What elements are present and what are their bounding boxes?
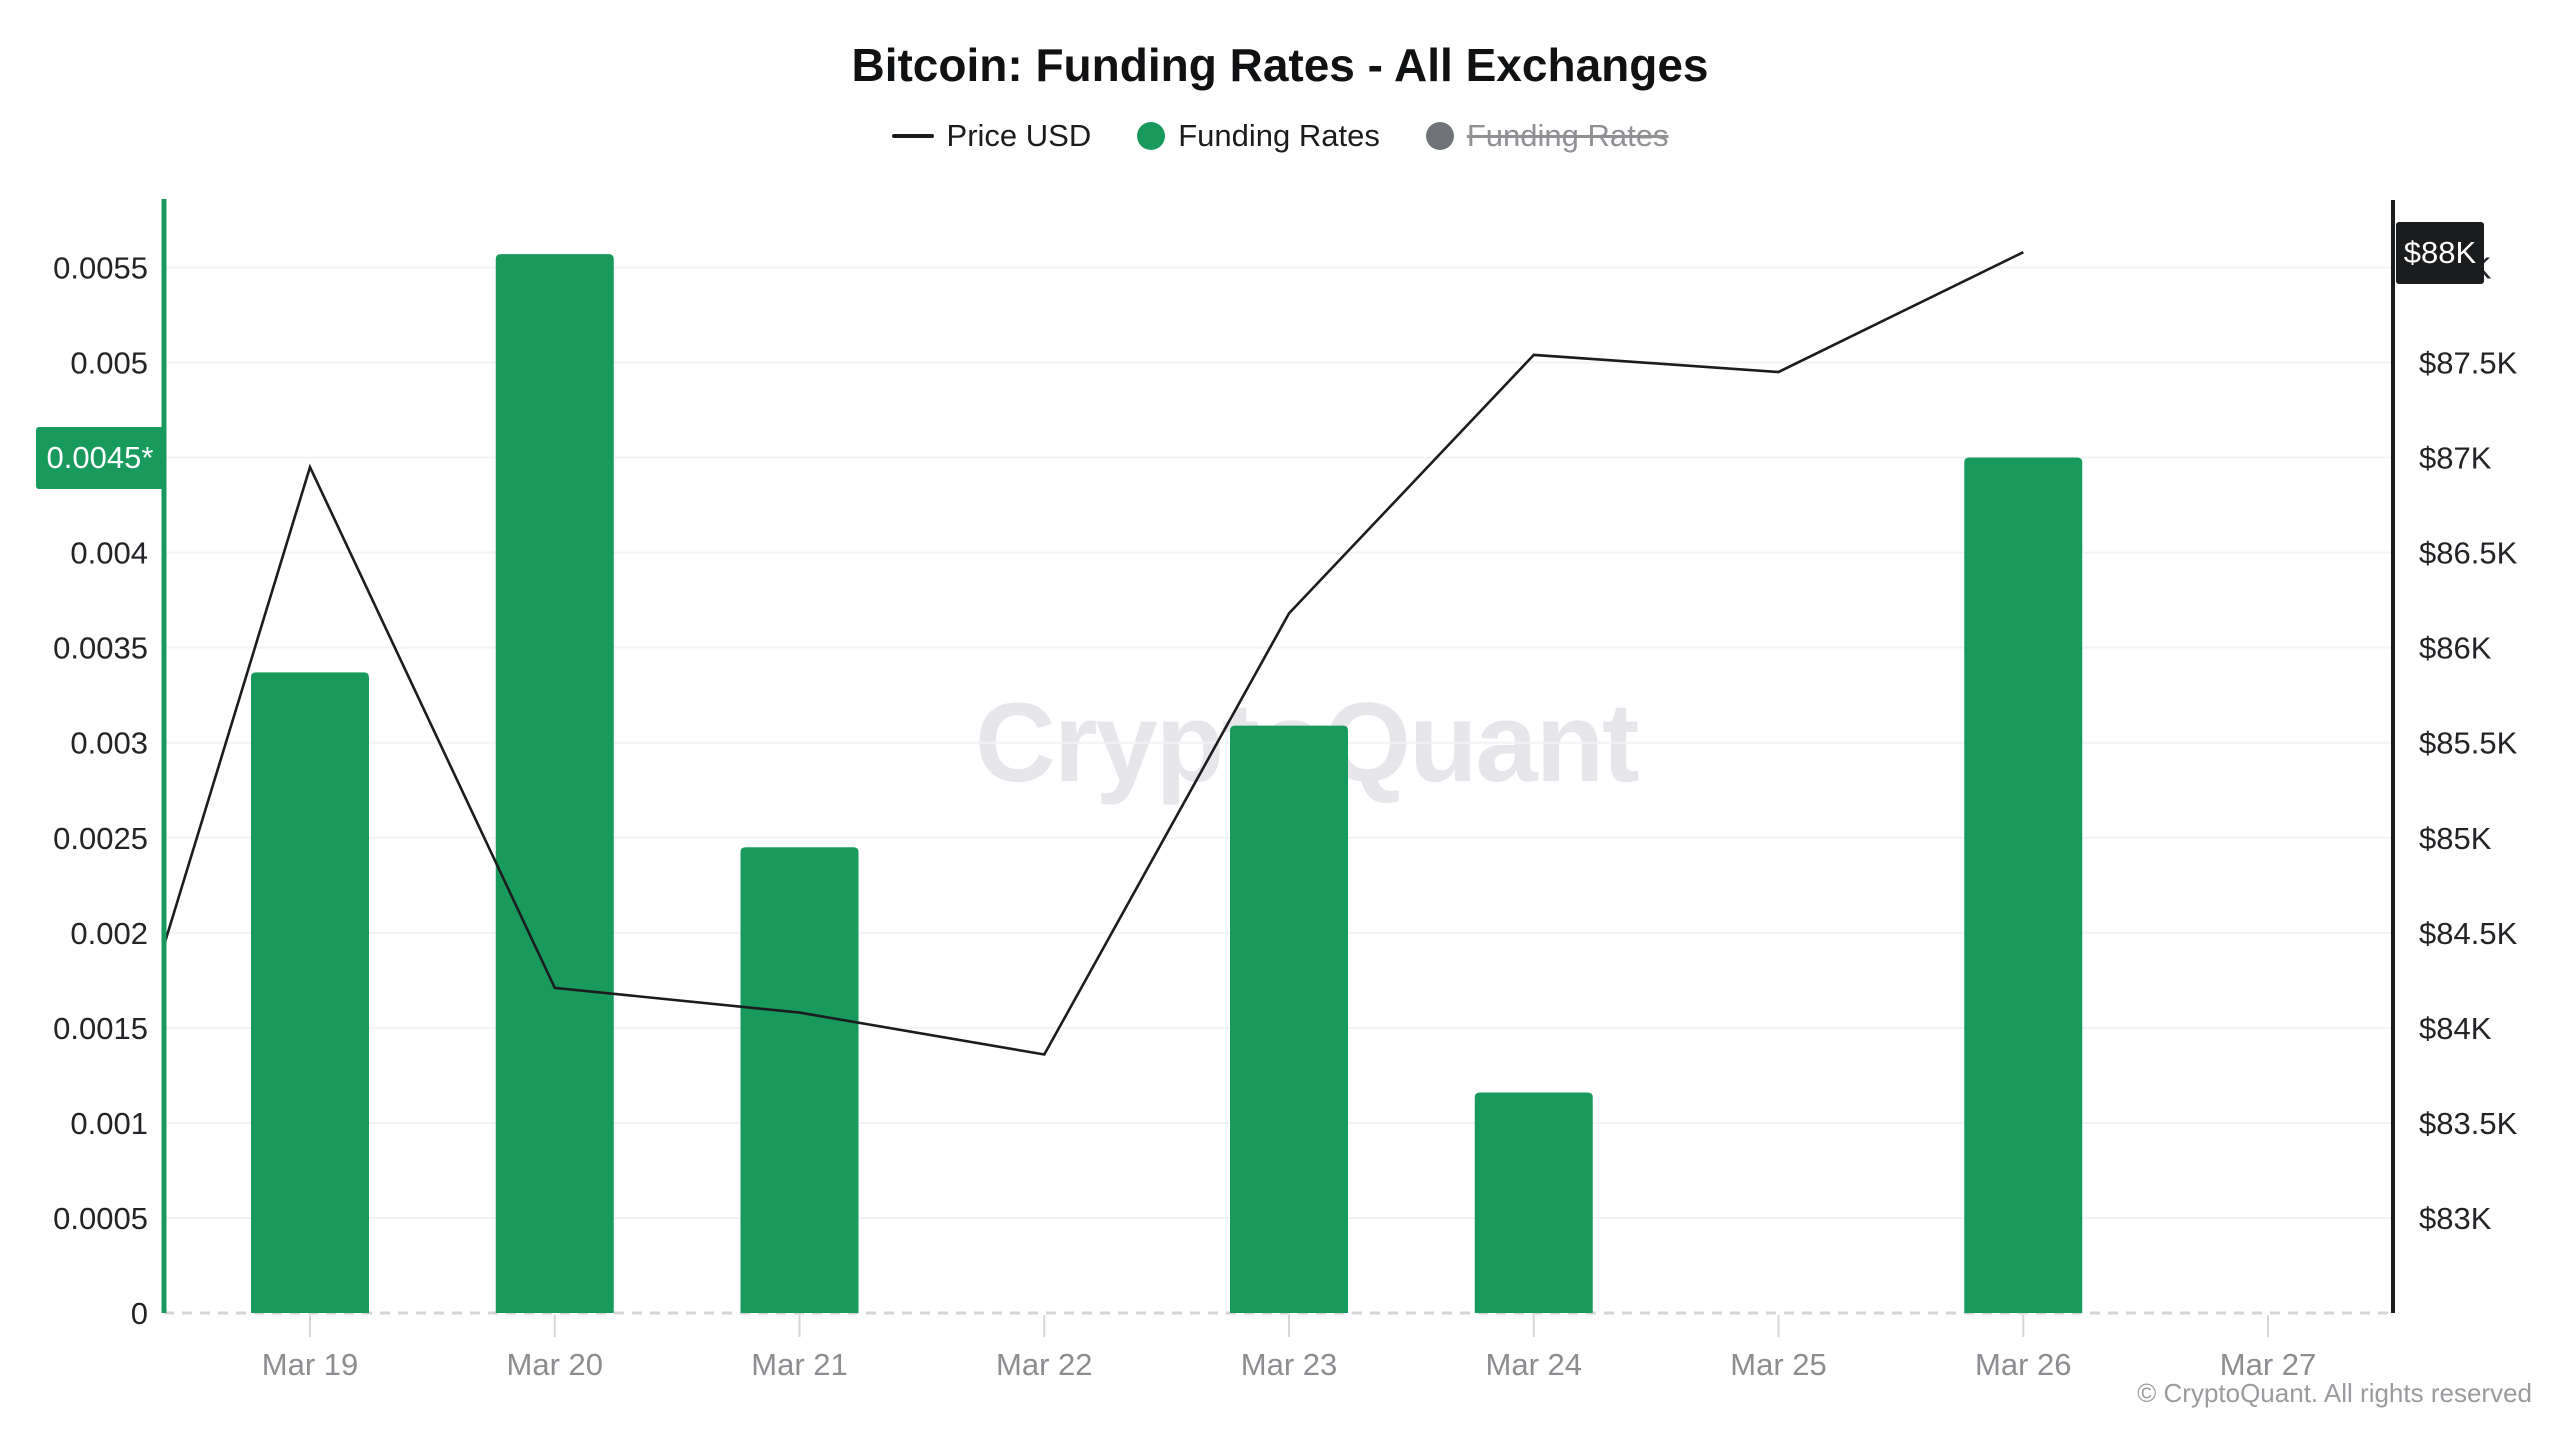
line-swatch-icon: [891, 134, 934, 138]
right-axis-tick-label: $87K: [2419, 441, 2492, 476]
legend-item-label: Funding Rates: [1178, 118, 1380, 153]
right-axis-tick-label: $84.5K: [2419, 916, 2518, 951]
legend-item-label: Price USD: [946, 118, 1092, 153]
left-axis-tick-label: 0.005: [70, 346, 148, 381]
funding-rates-bar-mar-21: [740, 847, 859, 1313]
left-axis-tick-label: 0.0025: [53, 821, 148, 856]
legend-item-funding-rates-disabled[interactable]: Funding Rates: [1425, 118, 1669, 154]
dot-swatch-icon: [1137, 122, 1166, 150]
right-axis-tick-label: $86.5K: [2419, 536, 2518, 571]
right-axis-tick-label: $86K: [2419, 631, 2492, 666]
left-axis-current-value-badge: 0.0045*: [36, 427, 164, 489]
x-axis-label-mar-24: Mar 24: [1486, 1347, 1582, 1382]
x-axis-label-mar-23: Mar 23: [1241, 1347, 1337, 1382]
funding-rates-bar-mar-26: [1964, 457, 2083, 1313]
legend-item-price-usd[interactable]: Price USD: [891, 118, 1092, 154]
right-axis-tick-label: $83.5K: [2419, 1106, 2518, 1141]
left-axis-tick-label: 0.0015: [53, 1011, 148, 1046]
funding-rates-bar-mar-23: [1230, 725, 1348, 1313]
right-axis-tick-label: $85.5K: [2419, 726, 2518, 761]
x-axis-label-mar-21: Mar 21: [751, 1347, 847, 1382]
left-axis-tick-label: 0.0055: [53, 250, 148, 285]
left-axis-tick-label: 0: [131, 1296, 148, 1331]
chart-title: Bitcoin: Funding Rates - All Exchanges: [851, 39, 1709, 91]
x-axis-label-mar-27: Mar 27: [2220, 1347, 2316, 1382]
funding-rates-bar-mar-24: [1474, 1092, 1593, 1313]
x-axis-label-mar-26: Mar 26: [1975, 1347, 2071, 1382]
right-axis-current-value-badge: $88K: [2396, 222, 2484, 284]
x-axis-label-mar-22: Mar 22: [996, 1347, 1092, 1382]
funding-rates-bar-mar-19: [251, 672, 369, 1313]
x-axis-label-mar-25: Mar 25: [1730, 1347, 1826, 1382]
legend-item-funding-rates[interactable]: Funding Rates: [1137, 118, 1380, 154]
left-axis-tick-label: 0.004: [70, 536, 148, 571]
left-axis-tick-label: 0.0035: [53, 631, 148, 666]
funding-rates-bar-mar-20: [495, 254, 614, 1313]
copyright-text: © CryptoQuant. All rights reserved: [2137, 1378, 2532, 1408]
left-axis-tick-label: 0.002: [70, 916, 148, 951]
right-axis-tick-label: $83K: [2419, 1201, 2492, 1236]
legend-item-label: Funding Rates: [1466, 118, 1669, 153]
right-axis-tick-label: $84K: [2419, 1011, 2492, 1046]
left-axis-tick-label: 0.0005: [53, 1201, 148, 1236]
x-axis-label-mar-19: Mar 19: [262, 1347, 358, 1382]
left-axis-tick-label: 0.001: [70, 1106, 148, 1141]
x-axis-label-mar-20: Mar 20: [507, 1347, 603, 1382]
price-usd-line: [161, 251, 2024, 1056]
right-axis-tick-label: $85K: [2419, 821, 2492, 856]
right-axis-tick-label: $87.5K: [2419, 346, 2518, 381]
dot-swatch-icon: [1425, 122, 1454, 150]
legend: Price USD Funding Rates Funding Rates: [0, 118, 2560, 154]
left-axis-tick-label: 0.003: [70, 726, 148, 761]
